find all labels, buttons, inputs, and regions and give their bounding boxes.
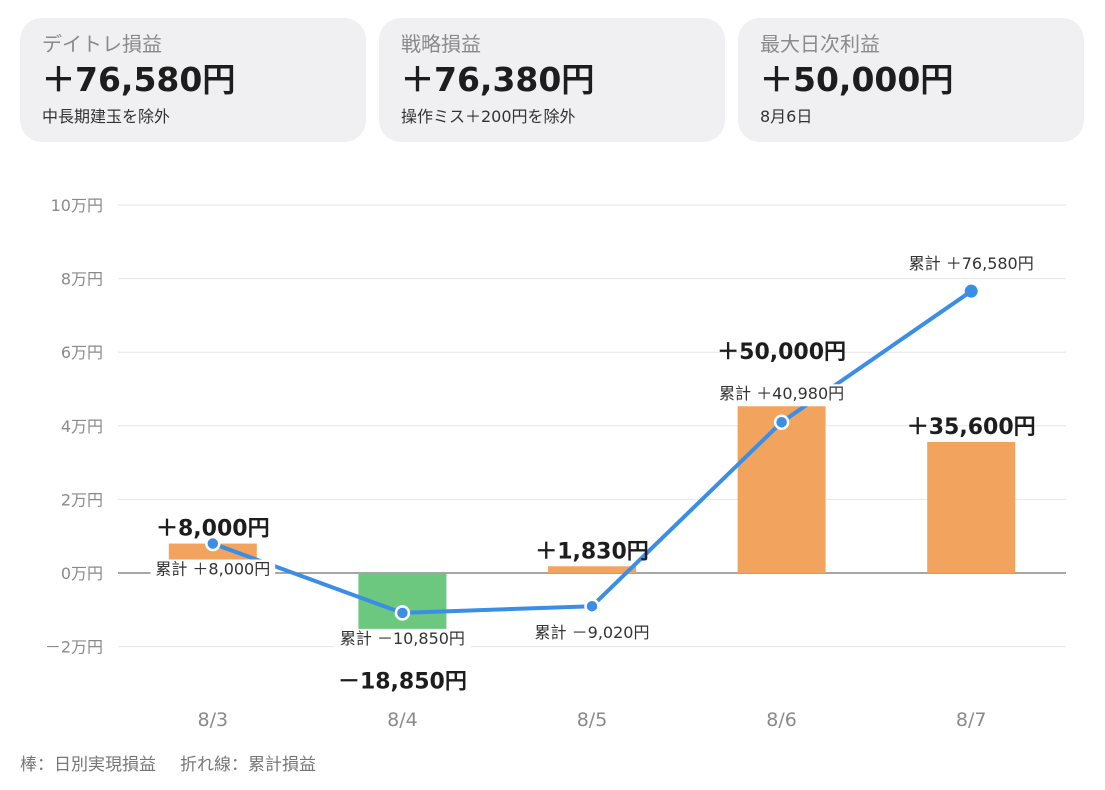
card-note: 8月6日	[760, 107, 813, 126]
caption-line: 折れ線：累計損益	[180, 755, 316, 775]
bar-value-label: ＋35,600円	[907, 415, 1036, 440]
cumulative-label-bg	[902, 254, 1040, 277]
card-value: ＋76,580円	[42, 60, 236, 99]
y-tick-label: 0万円	[61, 564, 103, 583]
card-label: 最大日次利益	[760, 32, 880, 56]
y-tick-label: 4万円	[61, 417, 103, 436]
card-note: 操作ミス＋200円を除外	[401, 107, 576, 126]
cumulative-label: 累計 －10,850円	[340, 629, 465, 648]
cumulative-label-bg	[150, 559, 276, 582]
pnl-chart: －2万円 0万円 2万円 4万円 6万円 8万円 10万円 8/3 8/4 8/5 8/6 8/7 ＋…	[45, 196, 1066, 731]
y-tick-label: 8万円	[61, 270, 103, 289]
cumulative-point	[584, 598, 600, 614]
cumulative-line	[210, 289, 974, 615]
card-value: ＋50,000円	[760, 60, 954, 99]
summary-card-max-daily: 最大日次利益 ＋50,000円 8月6日	[738, 18, 1084, 142]
bar	[548, 566, 636, 573]
chart-caption: 棒：日別実現損益 折れ線：累計損益	[20, 750, 316, 775]
cumulative-point	[773, 414, 790, 430]
caption-bars: 棒：日別実現損益	[20, 755, 156, 775]
card-label: 戦略損益	[401, 32, 481, 56]
cumulative-point	[394, 605, 411, 621]
cumulative-label: 累計 ＋40,980円	[719, 384, 844, 403]
bar	[927, 441, 1016, 573]
bar-value-label: －18,850円	[338, 669, 467, 694]
x-tick-label: 8/6	[766, 709, 797, 731]
cumulative-point	[205, 535, 221, 552]
y-tick-label: 2万円	[61, 490, 103, 509]
cumulative-point	[964, 284, 978, 298]
cumulative-label-bg	[529, 623, 655, 646]
x-tick-label: 8/7	[956, 709, 987, 731]
cumulative-label: 累計 ＋8,000円	[155, 560, 270, 579]
x-tick-label: 8/3	[198, 709, 229, 731]
card-value: ＋76,380円	[401, 60, 595, 99]
y-tick-label: 10万円	[51, 196, 103, 215]
bar-value-label: ＋1,830円	[535, 539, 649, 564]
card-label: デイトレ損益	[42, 32, 162, 56]
summary-card-strategy: 戦略損益 ＋76,380円 操作ミス＋200円を除外	[379, 18, 725, 142]
bar-value-label: ＋50,000円	[717, 340, 846, 365]
y-tick-label: 6万円	[61, 343, 103, 362]
x-tick-label: 8/5	[577, 709, 608, 731]
cumulative-label: 累計 ＋76,580円	[909, 254, 1034, 273]
summary-card-daytrade: デイトレ損益 ＋76,580円 中長期建玉を除外	[20, 18, 366, 142]
bar-value-label: ＋8,000円	[156, 517, 270, 542]
cumulative-label-bg	[333, 628, 472, 651]
cumulative-label: 累計 －9,020円	[535, 623, 650, 642]
cumulative-label-bg	[712, 384, 851, 407]
card-note: 中長期建玉を除外	[42, 107, 171, 126]
y-tick-label: －2万円	[45, 638, 103, 657]
x-tick-label: 8/4	[387, 709, 418, 731]
